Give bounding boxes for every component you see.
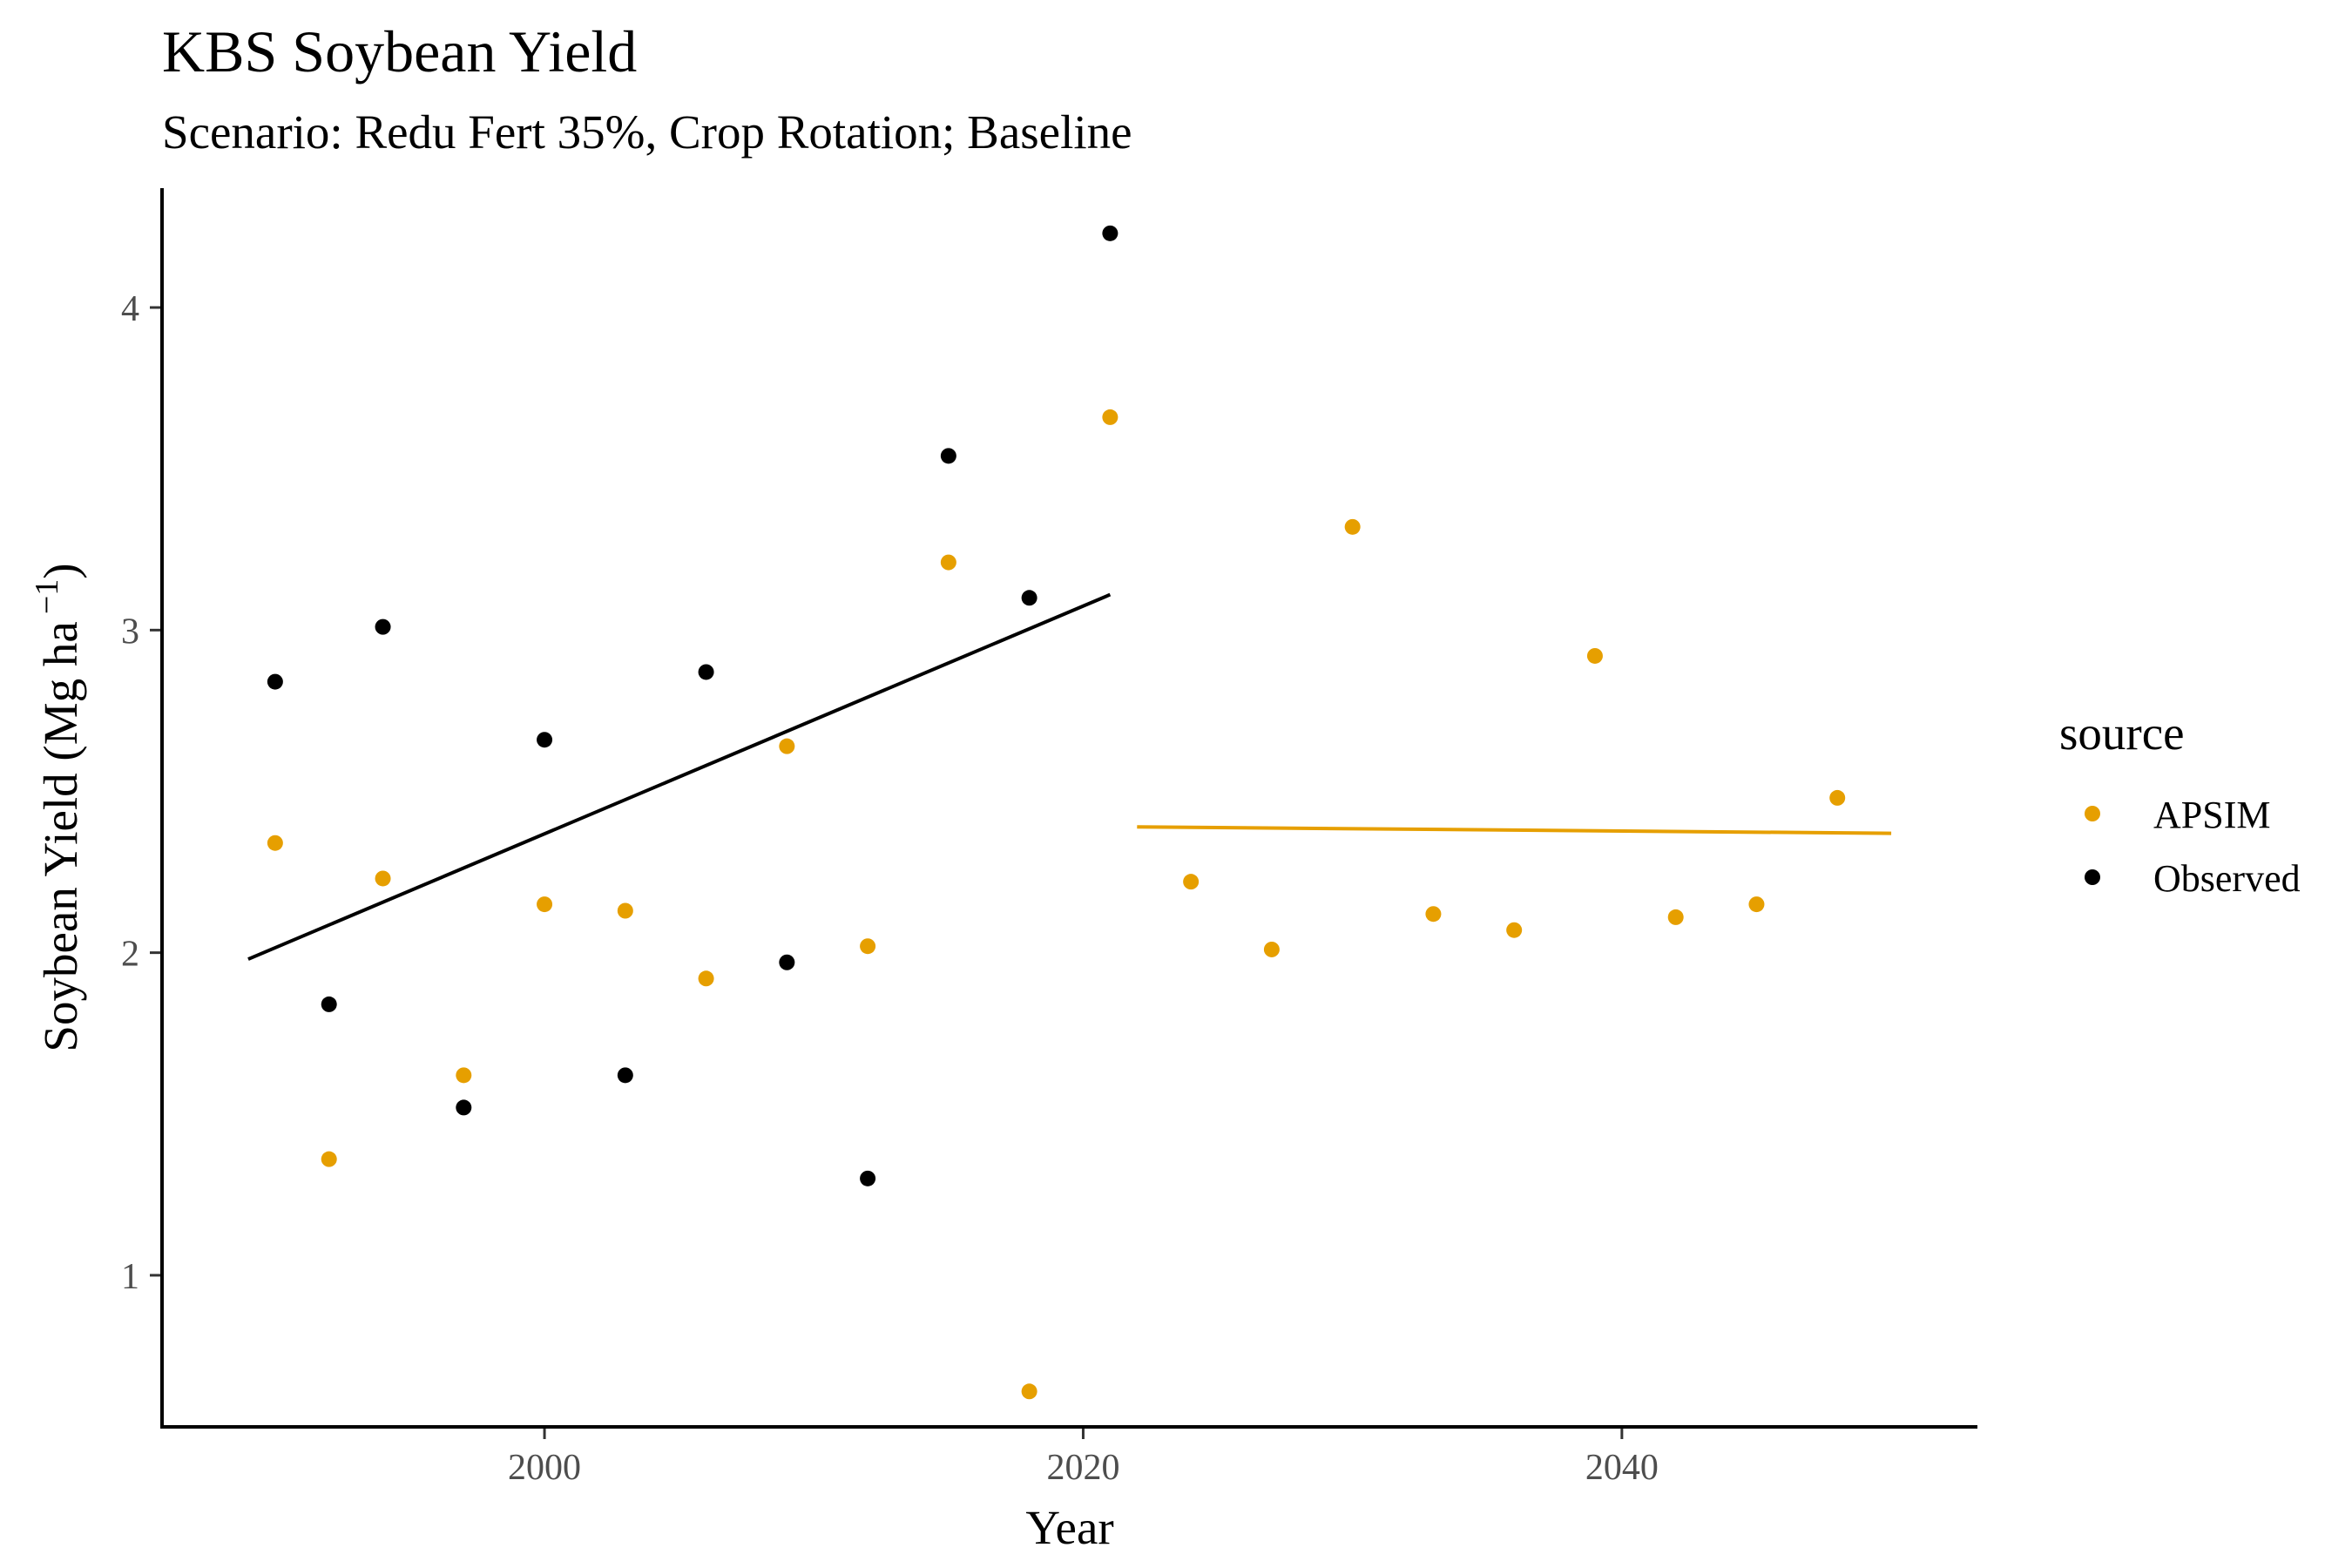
trend-line-apsim [1137,825,1892,835]
data-point-apsim-17 [1586,647,1603,664]
x-tick-label-0: 2000 [508,1448,581,1488]
y-axis-title-main: Soybean Yield (Mg ha [34,621,87,1051]
y-axis-title: Soybean Yield (Mg ha −1) [29,563,87,1051]
legend-swatch-observed [2085,869,2100,885]
x-tick-label-1: 2020 [1046,1448,1119,1488]
y-tick-label-2: 3 [121,612,139,652]
data-point-apsim-11 [1102,409,1119,425]
data-point-apsim-13 [1263,941,1280,957]
data-point-apsim-14 [1344,518,1361,535]
data-point-observed-6 [698,664,714,680]
data-point-apsim-2 [375,870,391,887]
data-point-observed-2 [375,618,391,635]
data-point-apsim-8 [860,938,876,955]
x-axis-title: Year [1025,1501,1113,1554]
y-axis-title-superscript: −1 [29,579,65,614]
x-tick-label-2: 2040 [1585,1448,1659,1488]
plot-marks [247,225,1892,1400]
data-point-observed-5 [617,1067,633,1084]
data-point-apsim-19 [1748,896,1765,913]
y-tick-label-0: 1 [121,1257,139,1297]
legend-label-apsim: APSIM [2153,794,2271,836]
data-point-apsim-7 [779,738,795,754]
data-point-apsim-10 [1021,1383,1037,1400]
y-tick-label-3: 4 [121,289,139,329]
data-point-observed-9 [940,448,956,464]
data-point-observed-7 [779,954,795,970]
data-point-observed-8 [860,1170,876,1186]
legend-swatch-apsim [2085,806,2100,821]
data-point-apsim-4 [537,896,553,913]
data-point-observed-1 [321,996,337,1012]
data-point-observed-0 [267,673,283,690]
data-point-apsim-15 [1425,906,1442,923]
data-point-apsim-20 [1829,789,1846,806]
data-point-apsim-3 [456,1067,472,1084]
chart-title: KBS Soybean Yield [162,18,637,84]
data-point-apsim-16 [1506,922,1523,938]
data-point-apsim-0 [267,835,283,851]
legend: source APSIM Observed [2059,706,2301,900]
data-point-observed-11 [1102,225,1119,241]
y-axis-title-close: ) [34,563,87,578]
chart-subtitle: Scenario: Redu Fert 35%, Crop Rotation; … [162,105,1132,159]
y-tick-label-1: 2 [121,935,139,975]
data-point-apsim-9 [940,554,956,571]
data-point-apsim-1 [321,1151,337,1167]
data-point-apsim-18 [1667,909,1684,925]
data-point-apsim-6 [698,970,714,987]
legend-title: source [2059,706,2185,760]
data-point-observed-4 [537,732,553,748]
trend-line-observed [247,592,1112,961]
data-point-observed-3 [456,1099,472,1116]
data-point-apsim-12 [1183,874,1200,890]
legend-label-observed: Observed [2153,857,2301,900]
axis-ticks: 2000 2020 2040 1 2 3 4 [121,289,1659,1488]
data-point-observed-10 [1021,590,1037,606]
data-point-apsim-5 [617,902,633,919]
